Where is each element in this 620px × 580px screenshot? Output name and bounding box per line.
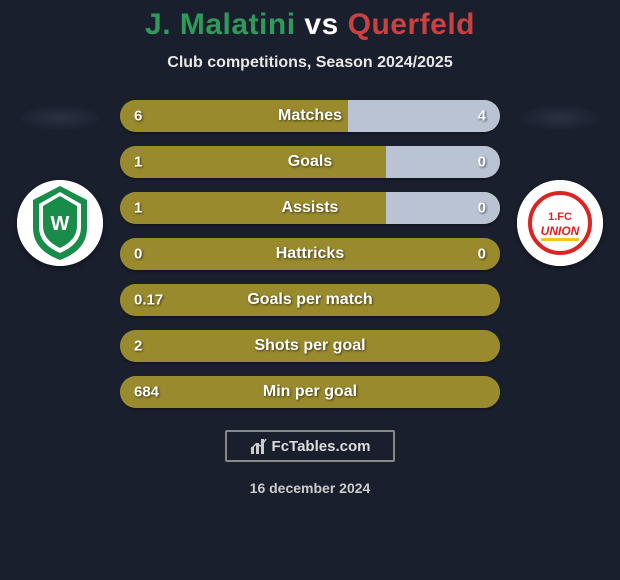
stat-label: Matches	[120, 107, 500, 125]
stat-row: 2Shots per goal	[120, 330, 500, 362]
stat-label: Assists	[120, 199, 500, 217]
player-right-name: Querfeld	[348, 8, 475, 41]
player-left-name: J. Malatini	[145, 8, 296, 41]
stat-label: Goals per match	[120, 291, 500, 309]
stat-label: Min per goal	[120, 383, 500, 401]
date-text: 16 december 2024	[0, 480, 620, 496]
svg-text:W: W	[51, 213, 70, 235]
left-club-badge: W	[17, 180, 103, 266]
player-silhouette-left	[20, 106, 100, 130]
vs-text: vs	[304, 8, 338, 41]
svg-text:1.FC: 1.FC	[548, 211, 572, 223]
left-column: W	[10, 100, 110, 266]
stat-row: 0.17Goals per match	[120, 284, 500, 316]
player-silhouette-right	[520, 106, 600, 130]
brand-text: FcTables.com	[272, 438, 371, 455]
right-column: 1.FC UNION	[510, 100, 610, 266]
stat-label: Hattricks	[120, 245, 500, 263]
brand-chart-icon	[250, 437, 268, 455]
stat-row: 684Min per goal	[120, 376, 500, 408]
stat-label: Goals	[120, 153, 500, 171]
stat-row: 10Assists	[120, 192, 500, 224]
comparison-panel: W 64Matches 10Goals 10Assists 00Hattricks 0.…	[0, 100, 620, 422]
page-title: J. Malatini vs Querfeld	[0, 0, 620, 42]
stat-bars: 64Matches 10Goals 10Assists 00Hattricks 0.17…	[120, 100, 500, 422]
svg-text:UNION: UNION	[541, 224, 580, 238]
stat-row: 00Hattricks	[120, 238, 500, 270]
stat-row: 64Matches	[120, 100, 500, 132]
stat-label: Shots per goal	[120, 337, 500, 355]
brand-badge[interactable]: FcTables.com	[225, 430, 395, 462]
stat-row: 10Goals	[120, 146, 500, 178]
right-club-badge: 1.FC UNION	[517, 180, 603, 266]
subtitle: Club competitions, Season 2024/2025	[0, 54, 620, 72]
